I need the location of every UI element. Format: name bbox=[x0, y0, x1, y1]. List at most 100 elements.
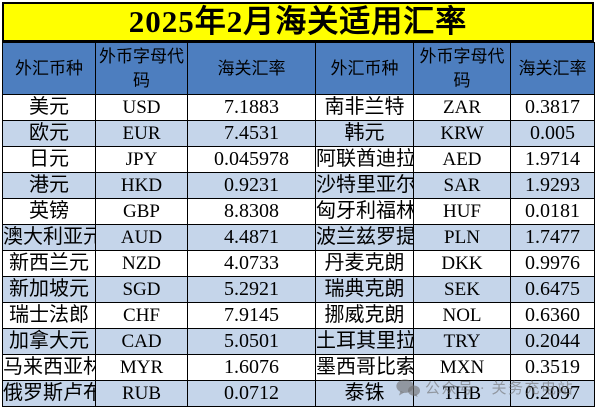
currency-name: 泰铢 bbox=[344, 382, 385, 404]
table-row: 美元 USD 7.1883 南非兰特 ZAR 0.3817 bbox=[2, 94, 595, 121]
currency-code-cell: HKD bbox=[95, 172, 188, 199]
rate-cell: 0.3817 bbox=[510, 94, 595, 121]
col-header-code-left: 外币字母代码 bbox=[95, 42, 188, 95]
rate-cell: 0.0712 bbox=[187, 380, 316, 407]
currency-name-cell: 港元 bbox=[2, 172, 96, 199]
rate-cell: 0.2044 bbox=[510, 328, 595, 355]
currency-name: 沙特里亚尔 bbox=[316, 174, 413, 196]
table-row: 欧元 EUR 7.4531 韩元 KRW 0.005 bbox=[2, 120, 595, 147]
rate-cell: 7.9145 bbox=[187, 302, 316, 329]
col-header-rate-left: 海关汇率 bbox=[187, 42, 316, 95]
currency-name-cell: 澳大利亚元 bbox=[2, 224, 96, 251]
table-row: 新加坡元 SGD 5.2921 瑞典克朗 SEK 0.6475 bbox=[2, 276, 595, 303]
rate-cell: 0.0181 bbox=[510, 198, 595, 225]
rate-cell: 0.2097 bbox=[510, 380, 595, 407]
currency-name: 瑞典克朗 bbox=[324, 278, 405, 300]
currency-name-cell: 新加坡元 bbox=[2, 276, 96, 303]
currency-code-cell: AED bbox=[413, 146, 511, 173]
currency-name: 港元 bbox=[29, 174, 69, 196]
currency-name-cell: 瑞士法郎 bbox=[2, 302, 96, 329]
currency-name: 波兰兹罗提 bbox=[316, 226, 413, 248]
currency-code-cell: SGD bbox=[95, 276, 188, 303]
currency-name-cell: 土耳其里拉 bbox=[315, 328, 414, 355]
rate-cell: 1.9714 bbox=[510, 146, 595, 173]
rate-cell: 5.2921 bbox=[187, 276, 316, 303]
rates-table: 外汇币种 外币字母代码 海关汇率 外汇币种 外币字母代码 海关汇率 美元 USD… bbox=[2, 42, 595, 407]
currency-name: 马来西亚林吉特 bbox=[3, 356, 95, 378]
currency-name-cell: 挪威克朗 bbox=[315, 302, 414, 329]
currency-name-cell: 沙特里亚尔 bbox=[315, 172, 414, 199]
col-header-currency-left: 外汇币种 bbox=[2, 42, 96, 95]
currency-name-cell: 加拿大元 bbox=[2, 328, 96, 355]
currency-name: 新加坡元 bbox=[9, 278, 89, 300]
col-header-code-right: 外币字母代码 bbox=[413, 42, 511, 95]
currency-name: 韩元 bbox=[344, 122, 385, 144]
currency-name: 匈牙利福林 bbox=[316, 200, 413, 222]
currency-name-cell: 马来西亚林吉特 bbox=[2, 354, 96, 381]
currency-code-cell: SAR bbox=[413, 172, 511, 199]
table-row: 澳大利亚元 AUD 4.4871 波兰兹罗提 PLN 1.7477 bbox=[2, 224, 595, 251]
page-title: 2025年2月海关适用汇率 bbox=[2, 2, 594, 42]
rate-cell: 0.9976 bbox=[510, 250, 595, 277]
rate-cell: 0.6475 bbox=[510, 276, 595, 303]
table-row: 马来西亚林吉特 MYR 1.6076 墨西哥比索 MXN 0.3519 bbox=[2, 354, 595, 381]
currency-name: 丹麦克朗 bbox=[324, 252, 405, 274]
rate-cell: 0.6360 bbox=[510, 302, 595, 329]
currency-code-cell: EUR bbox=[95, 120, 188, 147]
currency-name-cell: 墨西哥比索 bbox=[315, 354, 414, 381]
rate-cell: 0.3519 bbox=[510, 354, 595, 381]
currency-name: 美元 bbox=[29, 96, 69, 118]
currency-code-cell: KRW bbox=[413, 120, 511, 147]
rate-cell: 0.9231 bbox=[187, 172, 316, 199]
currency-code-cell: CHF bbox=[95, 302, 188, 329]
rate-cell: 1.7477 bbox=[510, 224, 595, 251]
currency-code-cell: TRY bbox=[413, 328, 511, 355]
rate-cell: 5.0501 bbox=[187, 328, 316, 355]
rate-cell: 7.4531 bbox=[187, 120, 316, 147]
header-row: 外汇币种 外币字母代码 海关汇率 外汇币种 外币字母代码 海关汇率 bbox=[2, 42, 595, 95]
currency-name-cell: 韩元 bbox=[315, 120, 414, 147]
table-row: 新西兰元 NZD 4.0733 丹麦克朗 DKK 0.9976 bbox=[2, 250, 595, 277]
currency-name: 日元 bbox=[29, 148, 69, 170]
currency-code-cell: ZAR bbox=[413, 94, 511, 121]
table-row: 俄罗斯卢布 RUB 0.0712 泰铢 THB 0.2097 bbox=[2, 380, 595, 407]
currency-name-cell: 欧元 bbox=[2, 120, 96, 147]
rate-cell: 4.0733 bbox=[187, 250, 316, 277]
currency-code-cell: MXN bbox=[413, 354, 511, 381]
rate-cell: 1.6076 bbox=[187, 354, 316, 381]
currency-code-cell: RUB bbox=[95, 380, 188, 407]
table-row: 瑞士法郎 CHF 7.9145 挪威克朗 NOL 0.6360 bbox=[2, 302, 595, 329]
currency-code-cell: JPY bbox=[95, 146, 188, 173]
col-header-rate-right: 海关汇率 bbox=[510, 42, 595, 95]
currency-name: 新西兰元 bbox=[9, 252, 89, 274]
currency-name-cell: 波兰兹罗提 bbox=[315, 224, 414, 251]
currency-name: 南非兰特 bbox=[324, 96, 405, 118]
rate-cell: 1.9293 bbox=[510, 172, 595, 199]
currency-name-cell: 美元 bbox=[2, 94, 96, 121]
currency-code-cell: SEK bbox=[413, 276, 511, 303]
currency-name-cell: 丹麦克朗 bbox=[315, 250, 414, 277]
currency-code-cell: HUF bbox=[413, 198, 511, 225]
currency-code-cell: PLN bbox=[413, 224, 511, 251]
table-row: 加拿大元 CAD 5.0501 土耳其里拉 TRY 0.2044 bbox=[2, 328, 595, 355]
currency-name: 俄罗斯卢布 bbox=[3, 382, 95, 404]
currency-code-cell: CAD bbox=[95, 328, 188, 355]
currency-name-cell: 南非兰特 bbox=[315, 94, 414, 121]
currency-name-cell: 英镑 bbox=[2, 198, 96, 225]
currency-name-cell: 泰铢 bbox=[315, 380, 414, 407]
currency-name-cell: 阿联酋迪拉姆 bbox=[315, 146, 414, 173]
currency-name: 加拿大元 bbox=[9, 330, 89, 352]
currency-name: 澳大利亚元 bbox=[3, 226, 95, 248]
currency-code-cell: DKK bbox=[413, 250, 511, 277]
table-row: 英镑 GBP 8.8308 匈牙利福林 HUF 0.0181 bbox=[2, 198, 595, 225]
table-row: 日元 JPY 0.045978 阿联酋迪拉姆 AED 1.9714 bbox=[2, 146, 595, 173]
currency-name-cell: 新西兰元 bbox=[2, 250, 96, 277]
exchange-rate-sheet: 2025年2月海关适用汇率 外汇币种 外币字母代码 海关汇率 外汇币种 外币字母… bbox=[2, 2, 595, 407]
currency-code-cell: NOL bbox=[413, 302, 511, 329]
currency-name: 阿联酋迪拉姆 bbox=[316, 148, 413, 170]
currency-name-cell: 日元 bbox=[2, 146, 96, 173]
currency-name-cell: 瑞典克朗 bbox=[315, 276, 414, 303]
rate-cell: 7.1883 bbox=[187, 94, 316, 121]
currency-name: 挪威克朗 bbox=[324, 304, 405, 326]
currency-name-cell: 俄罗斯卢布 bbox=[2, 380, 96, 407]
